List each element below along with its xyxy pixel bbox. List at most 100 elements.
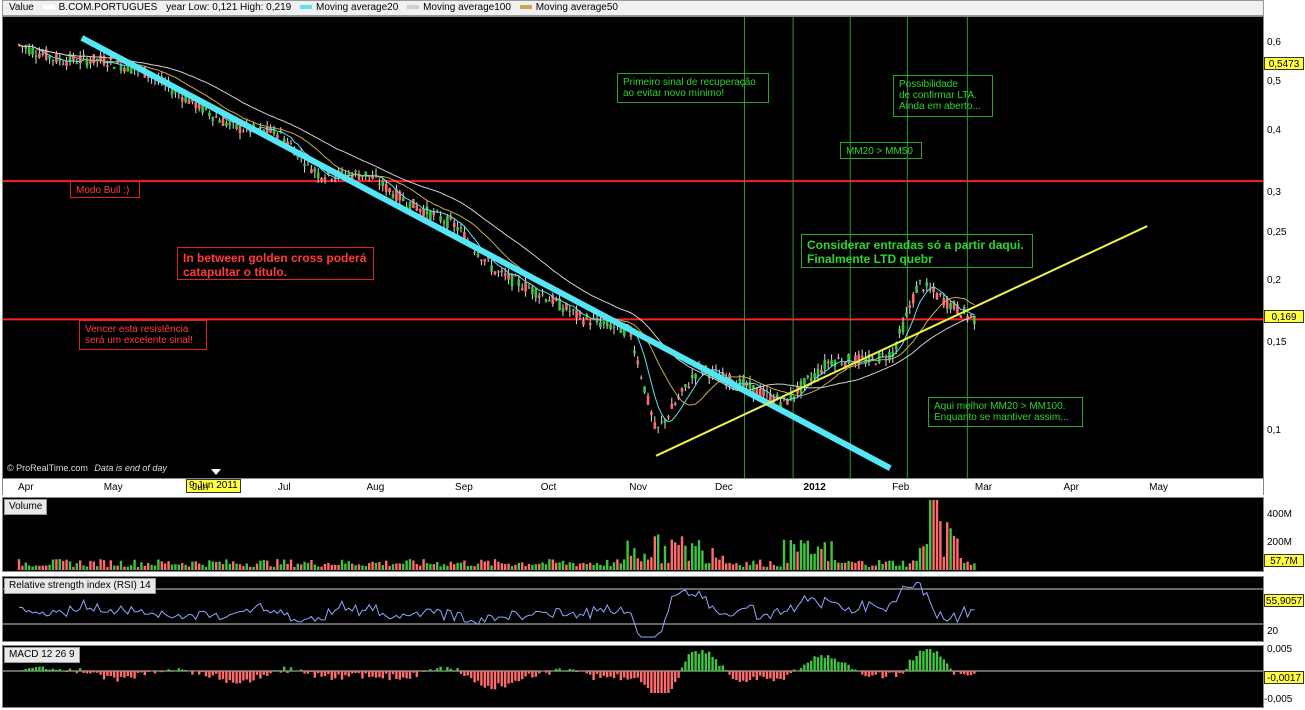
candle <box>221 118 225 126</box>
volume-bar <box>735 563 738 570</box>
volume-bar <box>334 564 337 570</box>
macd-bar <box>524 671 527 677</box>
volume-bar <box>92 561 95 570</box>
candle <box>871 356 874 358</box>
volume-bar <box>113 565 116 570</box>
volume-bar <box>221 564 225 570</box>
candle <box>650 411 653 416</box>
macd-bar <box>374 671 378 678</box>
macd-bar <box>225 671 228 683</box>
volume-bar <box>255 563 259 570</box>
candle <box>89 61 92 64</box>
macd-bar <box>908 659 911 671</box>
volume-pane[interactable]: Volume <box>2 497 1264 572</box>
candle <box>126 63 130 72</box>
macd-bar <box>221 671 225 680</box>
volume-bar <box>636 558 639 570</box>
volume-bar <box>925 544 928 570</box>
volume-bar <box>391 564 395 570</box>
volume-bar <box>45 565 48 570</box>
volume-bar <box>827 560 830 570</box>
macd-chart[interactable] <box>3 646 1263 707</box>
candle <box>673 403 677 405</box>
volume-bar <box>123 566 126 570</box>
instrument-name: B.COM.PORTUGUES <box>58 2 158 13</box>
volume-bar <box>453 564 456 570</box>
candle <box>269 127 272 133</box>
volume-bar <box>456 562 459 570</box>
candle <box>320 177 323 181</box>
macd-bar <box>412 671 415 673</box>
macd-bar <box>521 671 524 680</box>
macd-bar <box>544 671 548 673</box>
volume-bar <box>521 562 524 570</box>
candle <box>106 65 109 68</box>
macd-bar <box>310 671 313 672</box>
macd-bar <box>565 670 568 671</box>
candle <box>690 375 694 379</box>
candle <box>187 99 191 104</box>
price-chart[interactable] <box>3 17 1263 478</box>
macd-bar <box>918 650 922 671</box>
macd-pane[interactable]: MACD 12 26 9 <box>2 645 1264 708</box>
macd-bar <box>408 671 412 679</box>
candle <box>24 46 28 49</box>
macd-bar <box>24 669 27 671</box>
volume-bar <box>589 562 592 570</box>
macd-bar <box>888 671 891 673</box>
volume-bar <box>463 560 466 570</box>
candle <box>180 97 184 102</box>
macd-bar <box>803 664 806 671</box>
volume-bar <box>194 561 197 570</box>
volume-bar <box>952 535 956 570</box>
volume-bar <box>31 566 34 570</box>
rsi-chart[interactable] <box>3 577 1263 641</box>
candle <box>82 54 85 56</box>
macd-bar <box>391 671 395 675</box>
volume-chart[interactable] <box>3 498 1263 571</box>
volume-bar <box>306 562 310 570</box>
annotation-primeiro-sinal: Primeiro sinal de recuperação ao evitar … <box>617 73 769 103</box>
volume-bar <box>670 539 673 570</box>
macd-bar <box>827 655 830 671</box>
volume-bar <box>211 561 214 570</box>
candle <box>588 323 592 326</box>
volume-bar <box>718 559 721 570</box>
candle <box>418 208 422 212</box>
rsi-pane[interactable]: Relative strength index (RSI) 14 <box>2 576 1264 642</box>
macd-bar <box>973 671 976 674</box>
x-tick-label: Apr <box>1063 482 1080 493</box>
candle <box>575 309 578 318</box>
volume-bar <box>568 562 571 570</box>
volume-bar <box>164 563 167 570</box>
candle <box>758 389 762 397</box>
y-tick-label: 0,1 <box>1267 425 1281 436</box>
volume-bar <box>881 564 884 570</box>
volume-bar <box>745 561 748 570</box>
instrument-legend: B.COM.PORTUGUES <box>42 2 158 13</box>
rsi-last-tag: 55,9057 <box>1264 594 1304 607</box>
candle <box>969 314 973 316</box>
candle <box>728 374 731 385</box>
candle <box>401 197 405 201</box>
rsi-scale <box>1264 576 1305 642</box>
macd-bar <box>402 671 405 678</box>
volume-bar <box>470 565 473 570</box>
candle <box>112 67 116 69</box>
volume-bar <box>388 565 391 570</box>
macd-bar <box>684 661 687 671</box>
macd-bar <box>714 659 718 671</box>
macd-bar <box>126 671 129 676</box>
macd-bar <box>810 660 813 671</box>
x-tick-label: Sep <box>455 482 473 493</box>
price-pane[interactable]: Primeiro sinal de recuperação ao evitar … <box>2 16 1264 479</box>
macd-bar <box>514 671 517 681</box>
volume-bar <box>531 564 534 570</box>
candle <box>663 419 667 423</box>
macd-bar <box>772 671 775 682</box>
ma20-label: Moving average20 <box>316 2 399 13</box>
candle <box>439 216 442 222</box>
volume-bar <box>34 565 38 570</box>
volume-bar <box>793 544 796 570</box>
volume-bar <box>619 563 622 570</box>
